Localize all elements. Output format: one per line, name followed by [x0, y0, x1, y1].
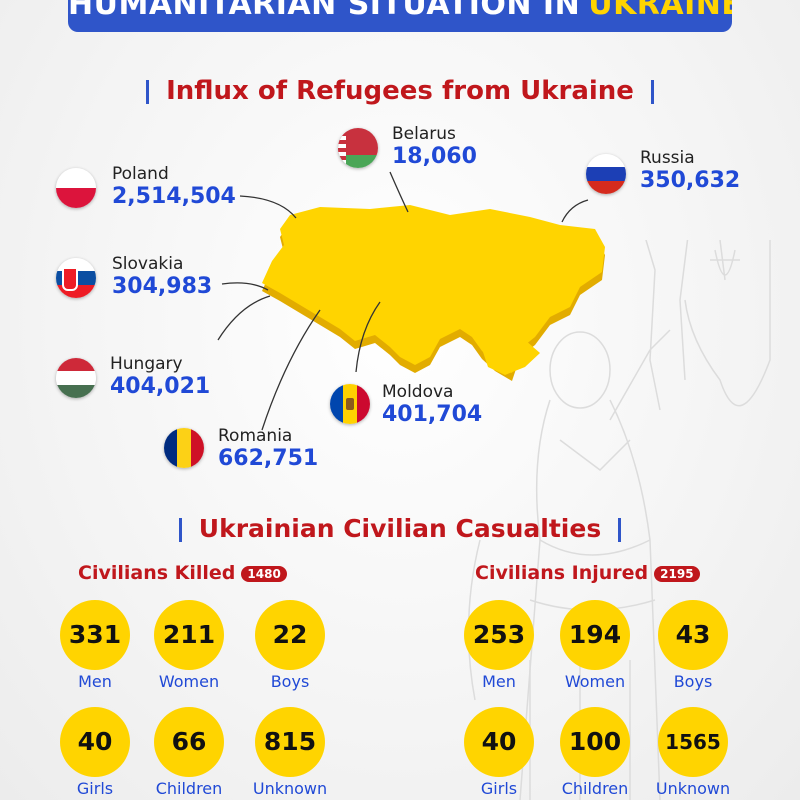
- belarus-flag-icon: [338, 128, 378, 168]
- injured-unknown-label: Unknown: [655, 779, 731, 798]
- country-value: 401,704: [382, 402, 483, 427]
- killed-women-circle: 211: [154, 600, 224, 670]
- killed-girls-circle: 40: [60, 707, 130, 777]
- title-banner: HUMANITARIAN SITUATION IN UKRAINE: [68, 0, 732, 32]
- country-value: 304,983: [112, 274, 213, 299]
- killed-women-label: Women: [158, 672, 220, 691]
- crimea-shape: [480, 335, 540, 375]
- killed-children-label: Children: [155, 779, 223, 798]
- injured-boys-circle: 43: [658, 600, 728, 670]
- country-poland: Poland 2,514,504: [112, 164, 236, 209]
- killed-men-circle: 331: [60, 600, 130, 670]
- slovakia-flag-icon: [56, 258, 96, 298]
- country-value: 350,632: [640, 168, 741, 193]
- killed-unknown-label: Unknown: [252, 779, 328, 798]
- casualties-section-title: Ukrainian Civilian Casualties: [150, 513, 650, 545]
- injured-total-badge: 2195: [654, 565, 700, 582]
- killed-men-label: Men: [78, 672, 112, 691]
- country-hungary: Hungary 404,021: [110, 354, 210, 399]
- country-name: Romania: [218, 426, 293, 446]
- country-value: 2,514,504: [112, 184, 236, 209]
- injured-boys-value: 43: [675, 620, 711, 649]
- injured-children-label: Children: [561, 779, 629, 798]
- injured-women-circle: 194: [560, 600, 630, 670]
- killed-boys-label: Boys: [270, 672, 310, 691]
- romania-flag-icon: [164, 428, 204, 468]
- killed-children-circle: 66: [154, 707, 224, 777]
- country-slovakia: Slovakia 304,983: [112, 254, 212, 299]
- injured-girls-value: 40: [481, 727, 517, 756]
- injured-unknown-value: 1565: [665, 730, 721, 754]
- country-value: 662,751: [218, 446, 319, 471]
- refugees-section-title: Influx of Refugees from Ukraine: [138, 74, 662, 108]
- moldova-flag-icon: [330, 384, 370, 424]
- country-name: Russia: [640, 148, 695, 168]
- injured-unknown-circle: 1565: [658, 707, 728, 777]
- injured-group-title: Civilians Injured 2195: [475, 562, 700, 584]
- casualties-title-text: Ukrainian Civilian Casualties: [198, 514, 602, 543]
- country-name: Belarus: [392, 124, 456, 144]
- injured-boys-label: Boys: [673, 672, 713, 691]
- injured-women-label: Women: [564, 672, 626, 691]
- title-main: HUMANITARIAN SITUATION IN: [68, 0, 581, 22]
- killed-children-value: 66: [171, 727, 207, 756]
- killed-men-value: 331: [68, 620, 122, 649]
- russia-flag-icon: [586, 154, 626, 194]
- country-value: 18,060: [392, 144, 477, 169]
- killed-boys-value: 22: [272, 620, 308, 649]
- injured-title-text: Civilians Injured: [475, 562, 649, 584]
- title-highlight: UKRAINE: [588, 0, 732, 22]
- country-romania: Romania 662,751: [218, 426, 318, 471]
- killed-boys-circle: 22: [255, 600, 325, 670]
- country-name: Poland: [112, 164, 169, 184]
- injured-men-circle: 253: [464, 600, 534, 670]
- country-russia: Russia 350,632: [640, 148, 740, 193]
- refugees-title-text: Influx of Refugees from Ukraine: [166, 76, 634, 106]
- killed-total-badge: 1480: [241, 565, 287, 582]
- injured-men-value: 253: [472, 620, 526, 649]
- killed-group-title: Civilians Killed 1480: [78, 562, 287, 584]
- injured-women-value: 194: [568, 620, 622, 649]
- poland-flag-icon: [56, 168, 96, 208]
- killed-title-text: Civilians Killed: [78, 562, 236, 584]
- ukraine-map: [262, 205, 605, 381]
- country-name: Slovakia: [112, 254, 184, 274]
- killed-unknown-value: 815: [263, 727, 317, 756]
- killed-girls-label: Girls: [76, 779, 114, 798]
- country-name: Moldova: [382, 382, 454, 402]
- hungary-flag-icon: [56, 358, 96, 398]
- killed-women-value: 211: [162, 620, 216, 649]
- injured-children-circle: 100: [560, 707, 630, 777]
- injured-girls-circle: 40: [464, 707, 534, 777]
- country-belarus: Belarus 18,060: [392, 124, 477, 169]
- country-value: 404,021: [110, 374, 211, 399]
- injured-children-value: 100: [568, 727, 622, 756]
- country-moldova: Moldova 401,704: [382, 382, 482, 427]
- killed-girls-value: 40: [77, 727, 113, 756]
- country-name: Hungary: [110, 354, 183, 374]
- killed-unknown-circle: 815: [255, 707, 325, 777]
- ukraine-map-shape: [262, 205, 605, 373]
- injured-men-label: Men: [482, 672, 516, 691]
- injured-girls-label: Girls: [480, 779, 518, 798]
